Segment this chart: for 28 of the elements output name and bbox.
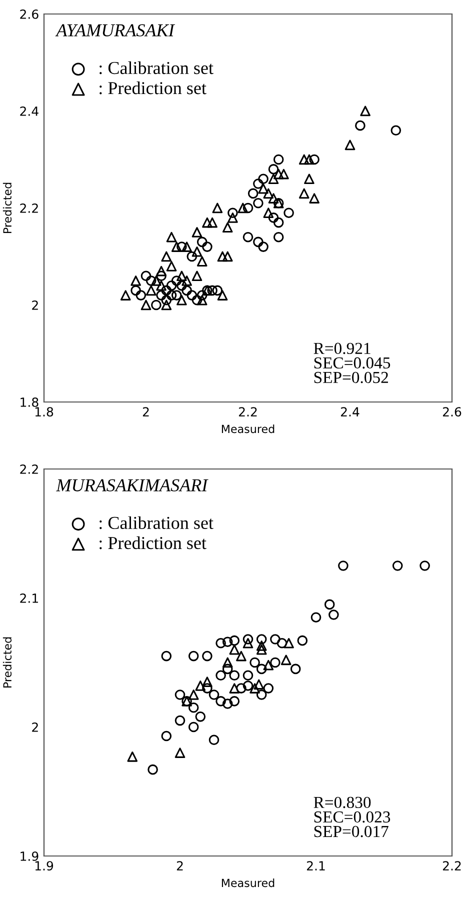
y-tick-label: 1.8	[20, 397, 38, 407]
x-tick-label: 2.2	[442, 861, 461, 870]
x-tick-label: 2	[176, 861, 183, 870]
x-axis-title: Measured	[222, 424, 274, 434]
chart-title: AYAMURASAKI	[55, 24, 176, 36]
x-tick-label: 2.2	[238, 407, 257, 416]
y-tick-label: 2.6	[20, 9, 38, 19]
x-tick-label: 2.1	[306, 861, 325, 870]
y-tick-label: 1.9	[20, 851, 38, 861]
y-tick-label: 2	[32, 300, 38, 310]
annotation: R=0.830 SEC=0.023 SEP=0.017	[314, 796, 390, 838]
y-axis-title: Predicted	[2, 637, 12, 688]
y-tick-label: 2.2	[20, 203, 38, 213]
legend-label: : Calibration set	[100, 516, 214, 530]
y-tick-label: 2.1	[20, 593, 38, 603]
y-tick-label: 2.2	[20, 464, 38, 474]
y-tick-label: 2.4	[20, 106, 38, 116]
x-tick-label: 2.6	[442, 407, 462, 417]
y-tick-label: 2	[32, 722, 38, 732]
legend-label: : Prediction set	[100, 81, 206, 94]
x-tick-label: 2.4	[340, 407, 360, 416]
x-axis-title: Measured	[222, 878, 274, 888]
legend-label: : Prediction set	[100, 536, 206, 550]
y-axis-title: Predicted	[2, 182, 12, 233]
annotation: R=0.921 SEC=0.045 SEP=0.052	[314, 342, 390, 384]
chart-title: MURASAKIMASARI	[56, 479, 208, 492]
legend-label: : Calibration set	[100, 61, 214, 74]
x-tick-label: 2	[142, 407, 149, 416]
